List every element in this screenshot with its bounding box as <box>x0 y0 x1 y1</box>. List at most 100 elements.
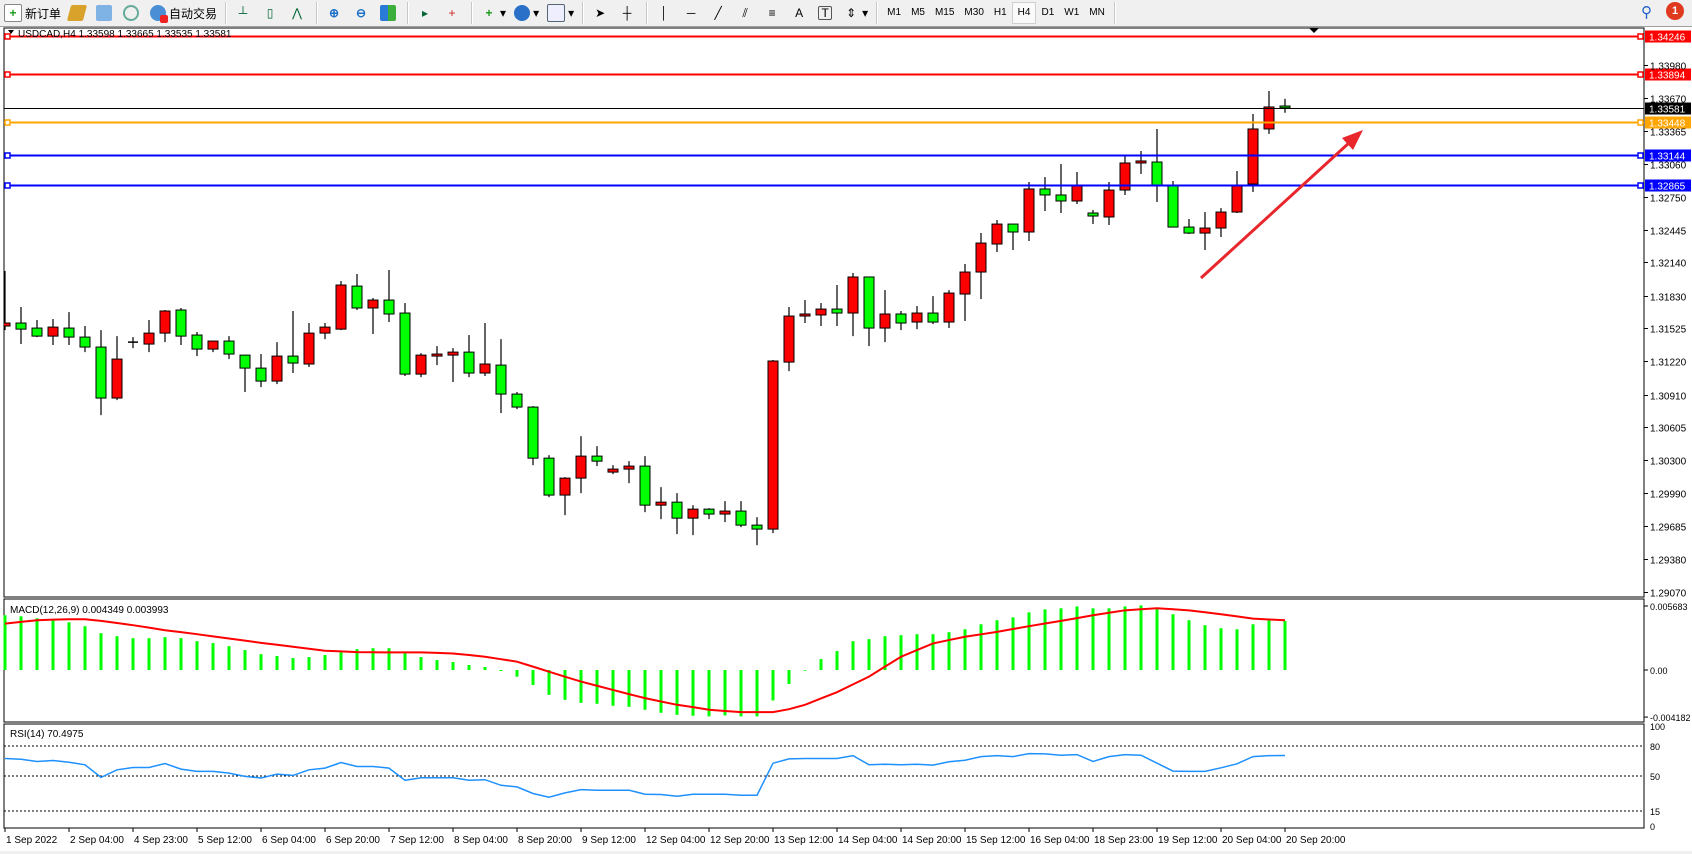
trend-arrow[interactable] <box>1199 130 1363 280</box>
price-level-line[interactable]: 1.32865 <box>4 179 1691 193</box>
candle[interactable] <box>799 300 811 324</box>
channel-tool[interactable]: ⫽ <box>734 2 759 24</box>
zoom-in-button[interactable]: ⊕ <box>323 2 348 24</box>
arrows-tool[interactable]: ⇕ ▾ <box>840 2 871 24</box>
candle[interactable] <box>975 232 987 300</box>
candle[interactable] <box>95 330 107 416</box>
level-handle-right[interactable] <box>1637 71 1644 78</box>
candle[interactable] <box>623 461 635 484</box>
candle[interactable] <box>383 270 395 323</box>
candle[interactable] <box>479 323 491 377</box>
candle[interactable] <box>783 307 795 372</box>
candle[interactable] <box>0 270 11 331</box>
level-handle-right[interactable] <box>1637 33 1644 40</box>
candle[interactable] <box>607 465 619 475</box>
candle[interactable] <box>191 332 203 357</box>
bar-chart-button[interactable]: ┴ <box>232 2 257 24</box>
candle[interactable] <box>863 276 875 347</box>
candle[interactable] <box>1199 212 1211 251</box>
price-level-line[interactable]: 1.33448 <box>4 116 1691 130</box>
candle[interactable] <box>255 354 267 388</box>
candle[interactable] <box>1103 181 1115 226</box>
candle[interactable] <box>543 455 555 498</box>
vertical-line-tool[interactable]: │ <box>653 2 678 24</box>
price-level-line[interactable]: 1.34246 <box>4 30 1691 44</box>
candle[interactable] <box>175 307 187 346</box>
chart-shift-button[interactable]: ▸ <box>414 2 439 24</box>
candle[interactable] <box>703 508 715 520</box>
candle[interactable] <box>415 353 427 378</box>
notification-badge[interactable]: 1 <box>1666 2 1684 20</box>
horizontal-line-tool[interactable]: ─ <box>680 2 705 24</box>
candle[interactable] <box>687 505 699 536</box>
candle[interactable] <box>239 354 251 393</box>
candle[interactable] <box>1183 219 1195 235</box>
period-w1[interactable]: W1 <box>1064 7 1080 18</box>
candle[interactable] <box>463 335 475 378</box>
candle[interactable] <box>1007 223 1019 251</box>
chart-shift-marker-icon[interactable] <box>1309 28 1319 33</box>
candle[interactable] <box>1087 210 1099 225</box>
candle[interactable] <box>31 320 43 338</box>
candle[interactable] <box>575 436 587 494</box>
level-handle-left[interactable] <box>4 182 11 189</box>
search-icon[interactable]: ⚲ <box>1641 4 1652 21</box>
candle[interactable] <box>991 219 1003 253</box>
candle[interactable] <box>399 303 411 377</box>
candle[interactable] <box>1215 208 1227 238</box>
candle[interactable] <box>319 323 331 340</box>
candle[interactable] <box>847 273 859 337</box>
market-watch-button[interactable] <box>66 2 91 24</box>
indicators-button[interactable]: + ▾ <box>478 2 509 24</box>
fibonacci-tool[interactable]: ≡ <box>761 2 786 24</box>
level-handle-right[interactable] <box>1637 119 1644 126</box>
candle[interactable] <box>639 456 651 513</box>
candle[interactable] <box>47 319 59 346</box>
level-handle-right[interactable] <box>1637 182 1644 189</box>
candle[interactable] <box>815 303 827 327</box>
candle[interactable] <box>1263 90 1275 134</box>
candle[interactable] <box>1023 181 1035 242</box>
text-tool[interactable]: A <box>788 2 813 24</box>
candle[interactable] <box>767 360 779 534</box>
level-handle-left[interactable] <box>4 152 11 159</box>
candle[interactable] <box>63 312 75 346</box>
chart-window[interactable]: 1.34246 1.33894 1.33581 1.33448 1.33144 1.328… <box>0 27 1692 851</box>
candle[interactable] <box>591 446 603 467</box>
candle[interactable] <box>495 339 507 414</box>
period-m5[interactable]: M5 <box>911 7 925 18</box>
candle[interactable] <box>511 392 523 410</box>
candle[interactable] <box>1167 181 1179 228</box>
candle[interactable] <box>927 296 939 325</box>
candle[interactable] <box>879 290 891 343</box>
candle[interactable] <box>351 273 363 311</box>
period-h4[interactable]: H4 <box>1011 2 1037 24</box>
tile-windows-button[interactable] <box>377 2 402 24</box>
candle[interactable] <box>559 477 571 516</box>
cursor-tool[interactable]: ➤ <box>589 2 614 24</box>
level-handle-left[interactable] <box>4 119 11 126</box>
candle[interactable] <box>943 290 955 329</box>
candle[interactable] <box>527 406 539 466</box>
candle[interactable] <box>223 336 235 360</box>
candle[interactable] <box>128 337 138 349</box>
text-label-tool[interactable]: T <box>815 2 838 24</box>
candle[interactable] <box>831 285 843 327</box>
signals-button[interactable] <box>120 2 145 24</box>
templates-button[interactable]: ▾ <box>544 2 577 24</box>
terminal-button[interactable] <box>93 2 118 24</box>
trendline-tool[interactable]: ╱ <box>707 2 732 24</box>
candle[interactable] <box>1119 155 1131 195</box>
period-h1[interactable]: H1 <box>993 7 1007 18</box>
candle[interactable] <box>751 517 763 546</box>
candle[interactable] <box>287 311 299 374</box>
crosshair-tool[interactable]: ┼ <box>616 2 641 24</box>
chart-canvas[interactable]: 1.34246 1.33894 1.33581 1.33448 1.33144 1.328… <box>0 27 1692 851</box>
candle[interactable] <box>143 320 155 353</box>
candle[interactable] <box>367 298 379 335</box>
candle[interactable] <box>1279 98 1291 113</box>
candle[interactable] <box>15 307 27 345</box>
candle[interactable] <box>911 306 923 330</box>
candle[interactable] <box>207 340 219 353</box>
candle[interactable] <box>671 493 683 535</box>
